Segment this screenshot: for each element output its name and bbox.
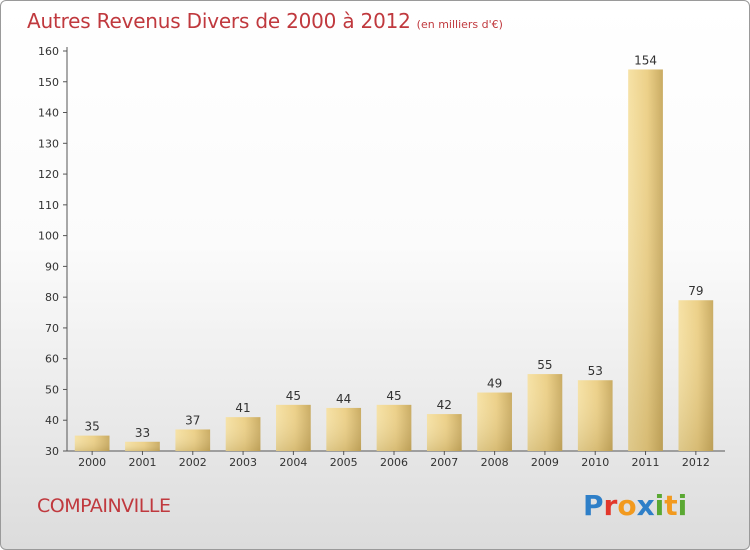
logo-letter: o (617, 489, 637, 522)
bar-shade (426, 414, 462, 451)
logo-letter: t (664, 489, 678, 522)
logo-letter: i (677, 489, 688, 522)
chart-title-unit: (en milliers d'€) (416, 18, 503, 31)
bar-shade (577, 380, 613, 451)
data-label: 35 (85, 420, 100, 434)
y-tick-label: 160 (38, 45, 59, 58)
y-tick-label: 80 (45, 291, 59, 304)
logo-letter: r (603, 489, 618, 522)
y-tick-label: 70 (45, 322, 59, 335)
y-tick-label: 60 (45, 353, 59, 366)
y-tick-label: 120 (38, 168, 59, 181)
data-label: 45 (286, 389, 301, 403)
logo-letter: x (636, 489, 655, 522)
y-tick-label: 30 (45, 445, 59, 458)
city-name: COMPAINVILLE (37, 495, 171, 517)
y-tick-label: 130 (38, 137, 59, 150)
x-tick-label: 2009 (531, 456, 559, 469)
bar-shade (175, 429, 211, 451)
data-label: 33 (135, 426, 150, 440)
x-tick-label: 2012 (682, 456, 710, 469)
y-tick-label: 50 (45, 383, 59, 396)
x-tick-label: 2000 (78, 456, 106, 469)
x-tick-label: 2005 (330, 456, 358, 469)
y-tick-label: 100 (38, 230, 59, 243)
chart-title: Autres Revenus Divers de 2000 à 2012 (en … (27, 9, 503, 33)
y-tick-label: 150 (38, 76, 59, 89)
bar-shade (326, 407, 362, 451)
y-tick-label: 90 (45, 260, 59, 273)
proxiti-logo[interactable]: Proxiti (583, 489, 687, 522)
data-label: 44 (336, 392, 351, 406)
data-label: 154 (634, 53, 657, 67)
bar-shade (125, 441, 160, 451)
chart-title-main: Autres Revenus Divers de 2000 à 2012 (27, 9, 411, 33)
data-label: 42 (437, 398, 452, 412)
data-label: 55 (537, 358, 552, 372)
x-tick-label: 2003 (229, 456, 257, 469)
logo-letter: i (654, 489, 665, 522)
bar-shade (276, 404, 311, 451)
x-tick-label: 2011 (632, 456, 660, 469)
y-tick-label: 110 (38, 199, 59, 212)
data-label: 53 (588, 364, 603, 378)
data-label: 49 (487, 377, 502, 391)
bar-shade (628, 69, 663, 451)
x-tick-label: 2004 (279, 456, 307, 469)
data-label: 41 (235, 401, 250, 415)
data-label: 45 (386, 389, 401, 403)
bar-shade (225, 417, 261, 451)
x-tick-label: 2008 (481, 456, 509, 469)
x-tick-label: 2001 (128, 456, 156, 469)
y-tick-label: 140 (38, 107, 59, 120)
x-tick-label: 2010 (581, 456, 609, 469)
bar-shade (477, 392, 512, 451)
bar-shade (527, 374, 563, 451)
logo-letter: P (583, 489, 604, 522)
bar-shade (74, 435, 110, 451)
x-tick-label: 2007 (430, 456, 458, 469)
bar-shade (678, 300, 714, 451)
y-tick-label: 40 (45, 414, 59, 427)
data-label: 79 (688, 284, 703, 298)
data-label: 37 (185, 413, 200, 427)
x-tick-label: 2006 (380, 456, 408, 469)
bar-shade (376, 404, 412, 451)
x-tick-label: 2002 (179, 456, 207, 469)
